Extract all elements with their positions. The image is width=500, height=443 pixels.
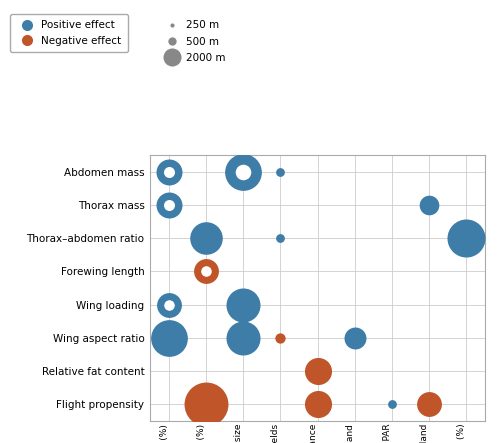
Point [276,334,284,342]
Point [164,202,172,209]
Point [164,168,172,175]
Point [462,235,470,242]
Point [164,334,172,342]
Point [388,401,396,408]
Point [164,168,172,175]
Point [425,401,433,408]
Point [202,401,210,408]
Point [239,301,247,308]
Point [239,168,247,175]
Point [425,202,433,209]
Point [164,301,172,308]
Point [164,202,172,209]
Point [314,401,322,408]
Point [276,235,284,242]
Point [202,235,210,242]
Legend: 250 m, 500 m, 2000 m: 250 m, 500 m, 2000 m [155,14,232,69]
Point [202,268,210,275]
Point [350,334,358,342]
Legend: Positive effect, Negative effect: Positive effect, Negative effect [10,14,128,52]
Point [164,301,172,308]
Point [202,268,210,275]
Point [276,168,284,175]
Point [239,334,247,342]
Point [239,168,247,175]
Point [314,368,322,375]
